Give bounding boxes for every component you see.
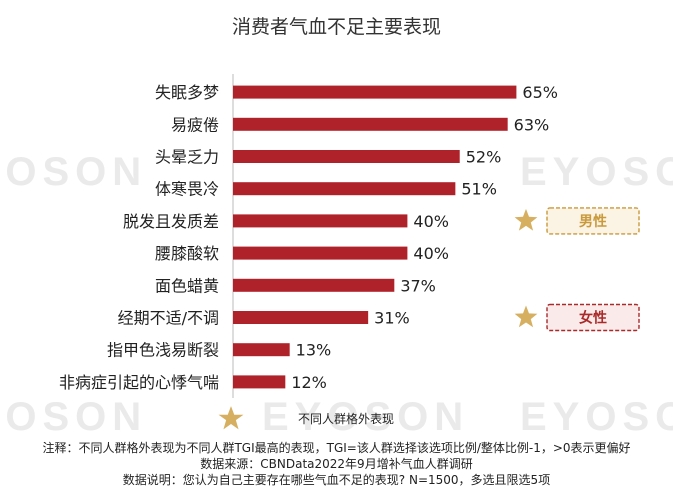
data-label: 52% xyxy=(466,148,502,167)
data-label: 65% xyxy=(522,83,558,102)
bar xyxy=(233,246,408,260)
bar xyxy=(233,214,408,228)
legend-label: 不同人群格外表现 xyxy=(298,412,395,426)
annotation-badge xyxy=(546,207,640,235)
category-label: 腰膝酸软 xyxy=(155,244,219,263)
category-label: 脱发且发质差 xyxy=(123,212,219,231)
annotation-label: 女性 xyxy=(579,310,607,327)
category-label: 面色蜡黄 xyxy=(155,276,219,295)
watermark-left-top: EYOSON xyxy=(0,150,148,194)
annotation-label: 男性 xyxy=(579,213,607,230)
category-label: 头晕乏力 xyxy=(155,148,219,167)
data-label: 51% xyxy=(461,180,497,199)
watermark-right-bottom: EYOSON xyxy=(520,395,673,439)
data-label: 31% xyxy=(374,309,410,328)
bar xyxy=(233,150,460,163)
star-icon xyxy=(514,305,538,328)
chart-title: 消费者气血不足主要表现 xyxy=(231,16,441,38)
bar xyxy=(233,311,369,324)
data-label: 12% xyxy=(291,373,327,392)
star-icon xyxy=(514,208,538,231)
watermark-left-bottom: EYOSON xyxy=(0,395,148,439)
bar xyxy=(233,278,395,292)
note-line-1: 注释：不同人群格外表现为不同人群TGI最高的表现，TGI=该人群选择该选项比例/… xyxy=(42,441,631,455)
data-label: 13% xyxy=(296,341,332,360)
note-line-3: 数据说明：您认为自己主要存在哪些气血不足的表现? N=1500，多选且限选5项 xyxy=(122,473,551,487)
data-label: 63% xyxy=(514,115,550,134)
category-label: 非病症引起的心悸气喘 xyxy=(59,373,219,392)
bar xyxy=(233,182,456,196)
bar xyxy=(233,117,508,131)
legend-star-icon xyxy=(218,406,244,430)
category-label: 易疲倦 xyxy=(171,115,219,134)
category-label: 指甲色浅易断裂 xyxy=(107,341,219,360)
data-label: 37% xyxy=(400,276,436,295)
watermark-right-top: EYOSON xyxy=(520,150,673,194)
data-label: 40% xyxy=(413,212,449,231)
watermark-center-bottom: EYOSON xyxy=(262,395,470,439)
category-label: 失眠多梦 xyxy=(155,83,219,102)
data-label: 40% xyxy=(413,244,449,263)
category-label: 经期不适/不调 xyxy=(118,309,219,328)
annotation-badge xyxy=(546,303,640,332)
category-label: 体寒畏冷 xyxy=(155,180,219,199)
bar xyxy=(233,85,517,99)
bar xyxy=(233,375,286,389)
note-line-2: 数据来源：CBNData2022年9月增补气血人群调研 xyxy=(200,457,473,471)
bar xyxy=(233,343,290,357)
